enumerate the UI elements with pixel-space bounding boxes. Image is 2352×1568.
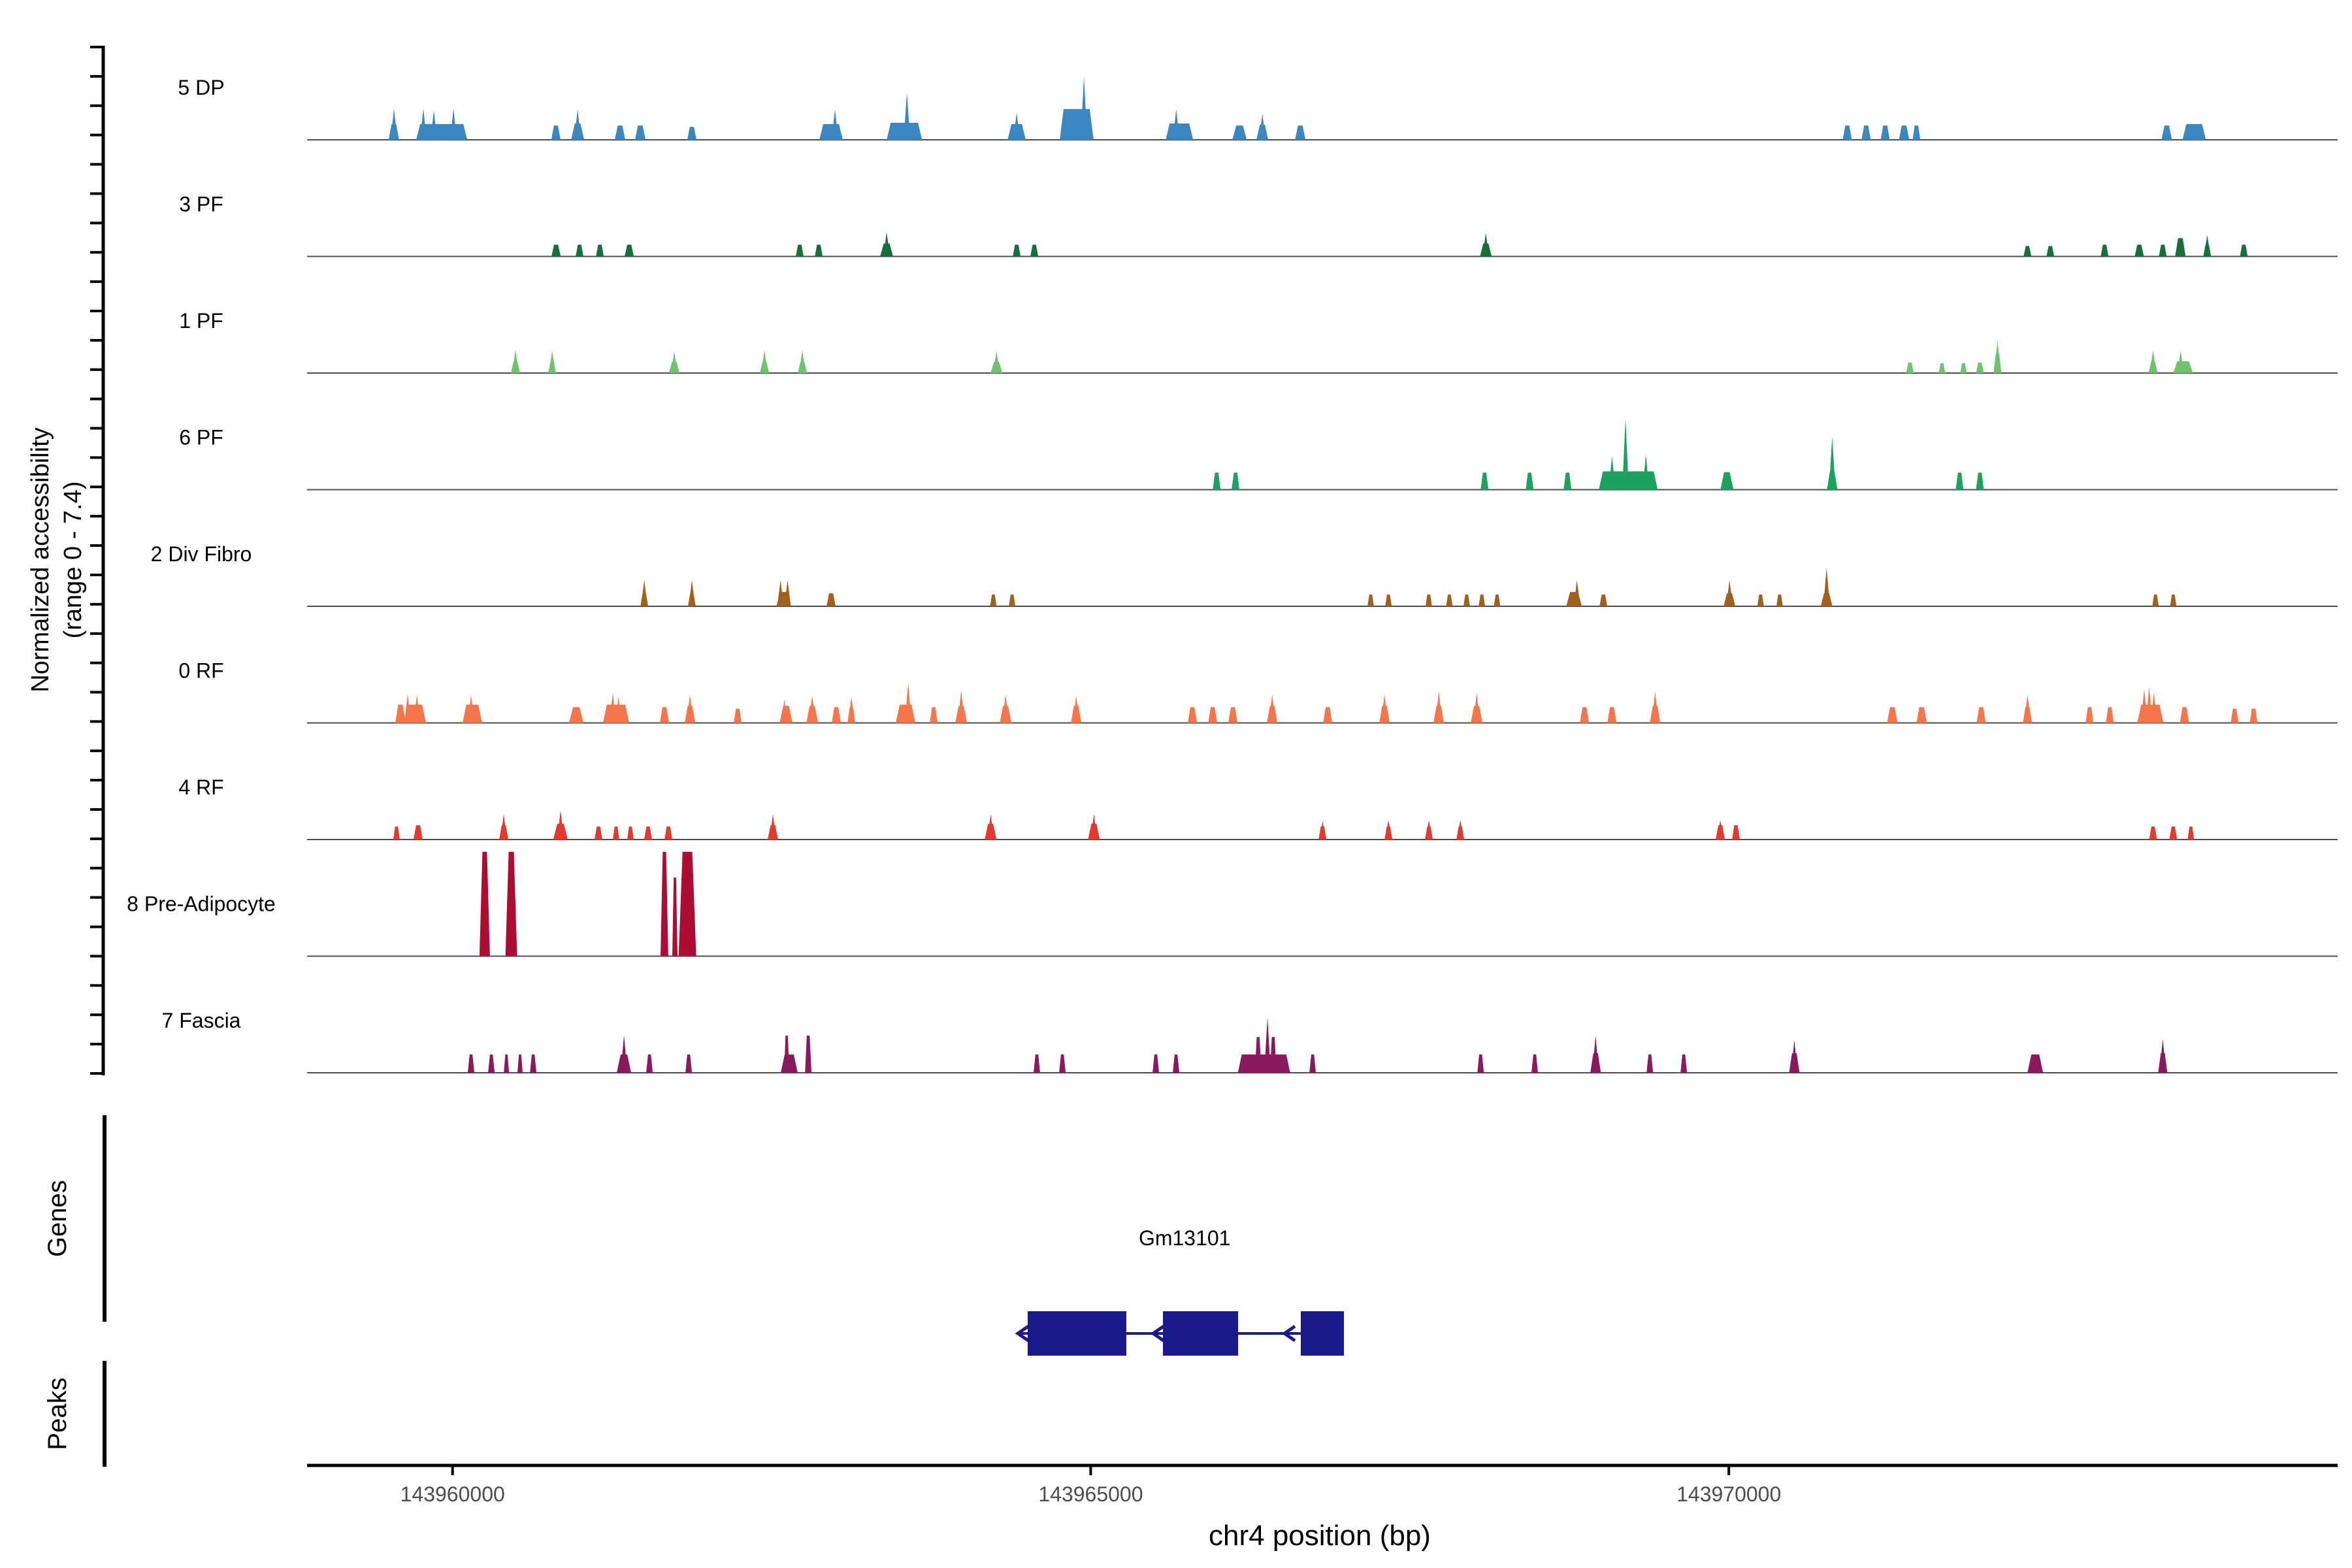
x-axis-ticks: 143960000 143965000 143970000 bbox=[400, 1465, 1781, 1506]
gene-exon-1 bbox=[1027, 1311, 1126, 1356]
x-axis-tick-label: 143970000 bbox=[1676, 1482, 1781, 1506]
track-5-dp: 5 DP bbox=[178, 76, 2338, 140]
genes-section-label: Genes bbox=[43, 1180, 72, 1257]
peaks-section-label: Peaks bbox=[43, 1377, 72, 1450]
track-label-0-rf: 0 RF bbox=[178, 659, 223, 683]
track-signal-4-rf bbox=[393, 810, 2195, 840]
track-signal-3-pf bbox=[551, 232, 2248, 257]
track-signal-6-pf bbox=[1213, 418, 1984, 490]
track-8-pre-adipocyte: 8 Pre-Adipocyte bbox=[127, 851, 2338, 957]
track-label-1-pf: 1 PF bbox=[179, 309, 223, 333]
track-label-4-rf: 4 RF bbox=[178, 776, 223, 799]
y-axis-ticks bbox=[90, 46, 103, 1075]
x-axis-tick-label: 143965000 bbox=[1038, 1482, 1143, 1506]
track-signal-1-pf bbox=[511, 340, 2193, 373]
gene-strand-arrow bbox=[1150, 1324, 1165, 1343]
track-signal-0-rf bbox=[395, 682, 2258, 723]
track-label-7-fascia: 7 Fascia bbox=[162, 1009, 241, 1032]
track-3-pf: 3 PF bbox=[179, 193, 2338, 257]
x-axis-tick-label: 143960000 bbox=[400, 1482, 505, 1506]
y-axis-title-line2: (range 0 - 7.4) bbox=[59, 482, 87, 639]
track-0-rf: 0 RF bbox=[178, 659, 2338, 724]
track-label-5-dp: 5 DP bbox=[178, 76, 224, 99]
track-1-pf: 1 PF bbox=[179, 309, 2338, 374]
gene-name-label: Gm13101 bbox=[1139, 1226, 1231, 1250]
x-axis-title: chr4 position (bp) bbox=[1209, 1520, 1431, 1552]
gene-exon-2 bbox=[1163, 1311, 1239, 1356]
track-label-6-pf: 6 PF bbox=[179, 426, 223, 449]
track-label-8-pre-adipocyte: 8 Pre-Adipocyte bbox=[127, 892, 276, 916]
track-label-3-pf: 3 PF bbox=[179, 193, 223, 216]
track-signal-7-fascia bbox=[468, 1017, 2168, 1073]
track-7-fascia: 7 Fascia bbox=[162, 1009, 2338, 1073]
track-signal-8-pre-adipocyte bbox=[479, 851, 696, 956]
gene-strand-arrow bbox=[1015, 1324, 1030, 1343]
gene-model: Gm13101 bbox=[1015, 1226, 1345, 1356]
track-signal-5-dp bbox=[388, 76, 2206, 140]
track-signal-2-div-fibro bbox=[640, 567, 2177, 606]
y-axis-title-line1: Normalized accessibility bbox=[27, 427, 54, 692]
gene-strand-arrow bbox=[1281, 1324, 1296, 1343]
track-label-2-div-fibro: 2 Div Fibro bbox=[151, 542, 252, 566]
track-4-rf: 4 RF bbox=[178, 776, 2338, 840]
accessibility-tracks: 5 DP 3 PF 1 PF 6 PF 2 Div Fibro 0 RF 4 RF 8 Pre… bbox=[127, 76, 2338, 1073]
track-2-div-fibro: 2 Div Fibro bbox=[151, 542, 2338, 607]
track-6-pf: 6 PF bbox=[179, 418, 2338, 491]
gene-exon-3 bbox=[1300, 1311, 1345, 1356]
